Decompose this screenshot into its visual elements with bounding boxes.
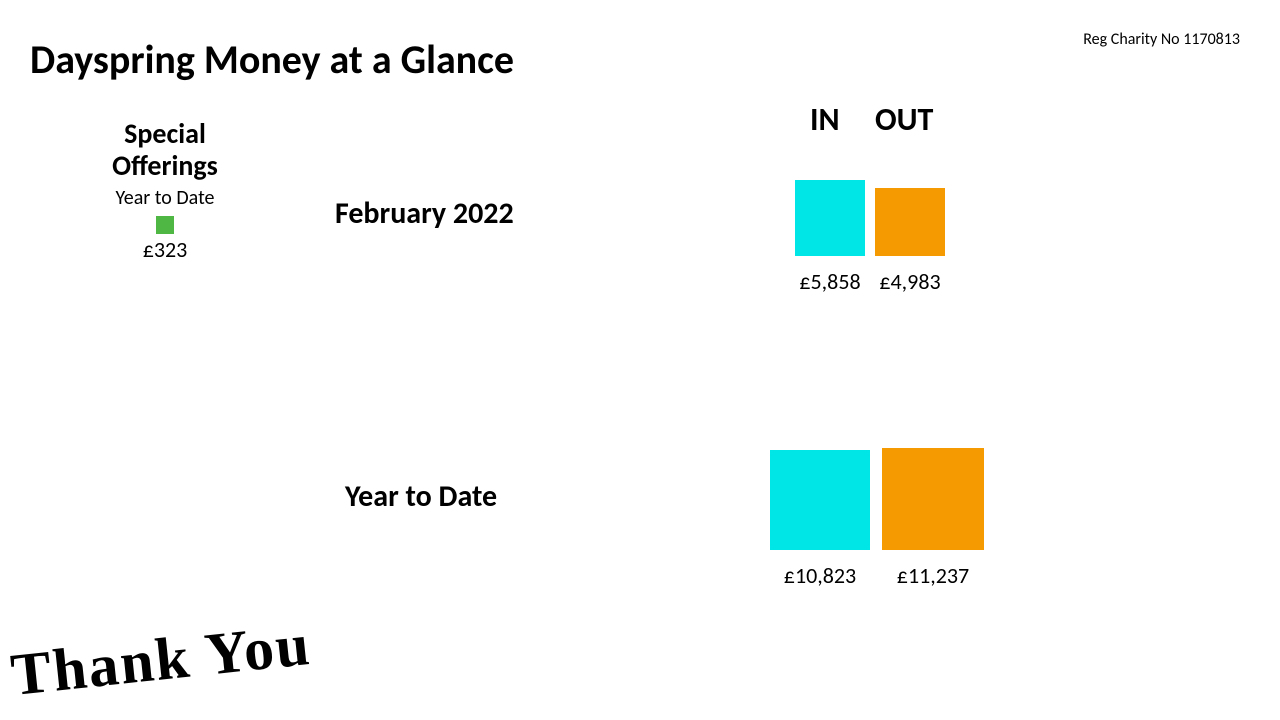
special-offerings-amount: £323 xyxy=(65,236,265,263)
special-offerings-title-line1: Special xyxy=(124,116,206,151)
month-in-column: £5,858 xyxy=(795,180,865,295)
month-out-value: £4,983 xyxy=(879,268,940,295)
special-offerings-panel: Special Offerings Year to Date £323 xyxy=(65,118,265,263)
month-in-value: £5,858 xyxy=(799,268,860,295)
page-title: Dayspring Money at a Glance xyxy=(30,35,514,84)
special-offerings-color-box xyxy=(156,216,174,234)
thank-you-text: Thank You xyxy=(8,610,315,710)
charity-number: Reg Charity No 1170813 xyxy=(1083,30,1240,49)
month-label: February 2022 xyxy=(335,195,514,232)
ytd-in-column: £10,823 xyxy=(770,450,870,589)
ytd-in-bar xyxy=(770,450,870,550)
month-in-bar xyxy=(795,180,865,256)
ytd-in-value: £10,823 xyxy=(784,562,856,589)
month-bar-group: £5,858 £4,983 xyxy=(795,180,945,295)
special-offerings-subtitle: Year to Date xyxy=(65,186,265,210)
ytd-bar-chart: £10,823 £11,237 xyxy=(770,448,984,589)
in-column-header: IN xyxy=(810,100,840,139)
ytd-label: Year to Date xyxy=(345,478,497,515)
ytd-out-column: £11,237 xyxy=(882,448,984,589)
month-out-column: £4,983 xyxy=(875,188,945,295)
ytd-out-value: £11,237 xyxy=(897,562,969,589)
month-bar-chart: £5,858 £4,983 xyxy=(795,180,945,295)
special-offerings-title: Special Offerings xyxy=(65,118,265,182)
special-offerings-title-line2: Offerings xyxy=(112,148,218,183)
ytd-out-bar xyxy=(882,448,984,550)
ytd-bar-group: £10,823 £11,237 xyxy=(770,448,984,589)
out-column-header: OUT xyxy=(875,100,933,139)
month-out-bar xyxy=(875,188,945,256)
